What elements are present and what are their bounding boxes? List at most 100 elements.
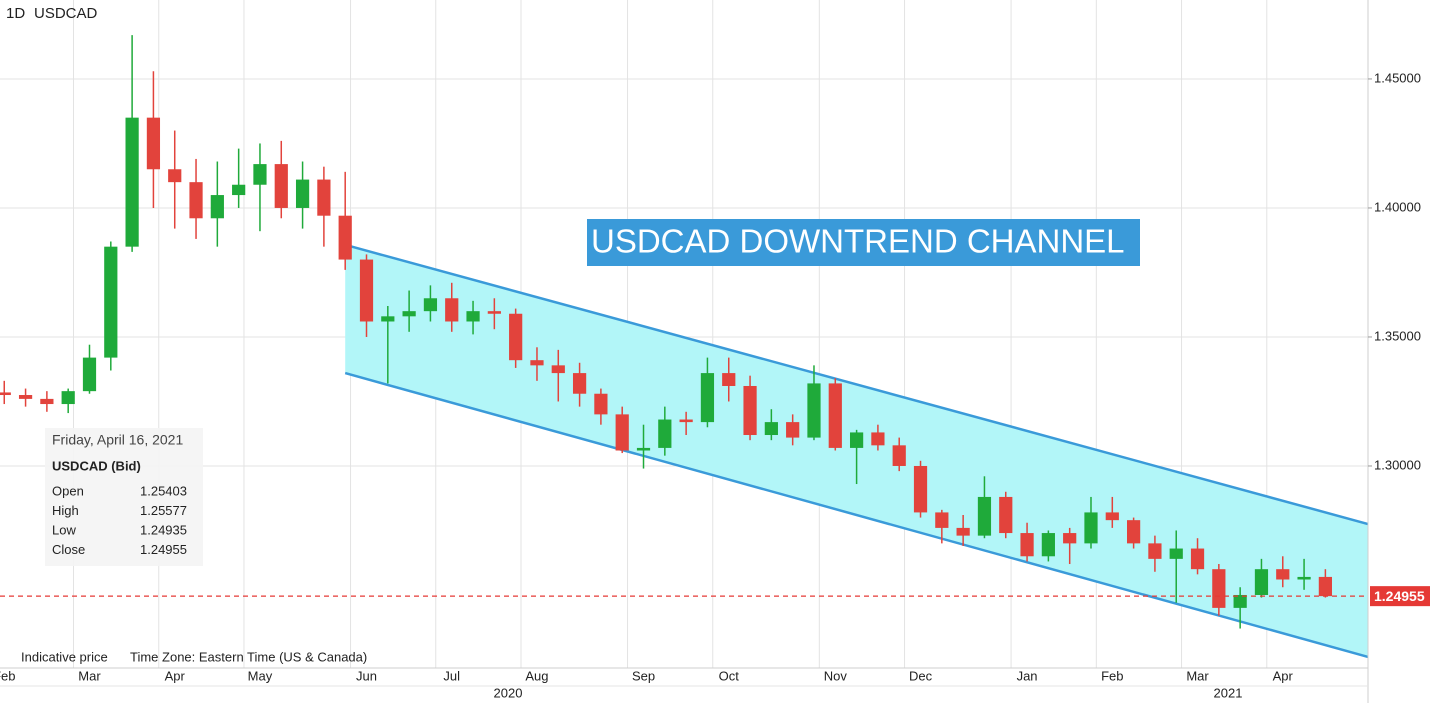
x-tick-label: Aug	[525, 668, 548, 683]
candle-body	[1041, 533, 1055, 557]
tooltip-title: USDCAD (Bid)	[52, 458, 141, 473]
candle-body	[828, 383, 842, 448]
candle-body	[786, 422, 800, 438]
x-tick-label: Apr	[1273, 668, 1294, 683]
candle-body	[253, 164, 267, 185]
x-tick-label: Apr	[165, 668, 186, 683]
candle-body	[722, 373, 736, 386]
channel-line	[344, 243, 1369, 526]
grid-layer	[0, 0, 1368, 668]
x-tick-label: Jul	[443, 668, 460, 683]
candle-body	[1084, 512, 1098, 544]
candle-body	[892, 445, 906, 466]
candle-body	[935, 512, 949, 528]
x-tick-label: Feb	[0, 668, 15, 683]
candle-body	[1297, 576, 1311, 580]
x-tick-label: Mar	[78, 668, 101, 683]
candle-body	[189, 182, 203, 219]
candle-body	[1212, 569, 1226, 608]
tooltip-label: High	[52, 503, 79, 518]
footer-note: Indicative price	[21, 649, 108, 664]
last-price-box	[1370, 586, 1430, 607]
tooltip-box	[45, 428, 203, 566]
year-label: 2020	[494, 685, 523, 700]
candle-body	[359, 259, 374, 322]
candle-body	[572, 373, 587, 394]
x-tick-label: Jan	[1017, 668, 1038, 683]
candle-body	[210, 195, 224, 219]
candle-body	[956, 527, 970, 536]
tooltip-label: Close	[52, 542, 85, 557]
candle-body	[1276, 569, 1290, 580]
candle-body	[551, 365, 565, 374]
candle-body	[807, 383, 821, 438]
last-price-label: 1.24955	[1374, 588, 1425, 604]
year-label: 2021	[1214, 685, 1243, 700]
y-tick-label: 1.35000	[1374, 328, 1421, 343]
candle-body	[679, 419, 693, 423]
candle-body	[445, 298, 459, 322]
candle-body	[82, 357, 97, 392]
candle-body	[40, 398, 54, 405]
tooltip-label: Open	[52, 483, 84, 498]
candle-body	[1020, 533, 1034, 557]
annotation: USDCAD DOWNTREND CHANNEL	[591, 223, 1125, 260]
y-tick-label: 1.30000	[1374, 457, 1421, 472]
candle-body	[402, 311, 416, 317]
candle-body	[18, 395, 33, 399]
footer-timezone: Time Zone: Eastern Time (US & Canada)	[130, 649, 367, 664]
candle-body	[913, 465, 928, 513]
tooltip-label: Low	[52, 522, 76, 537]
candle-body	[999, 496, 1013, 534]
tooltip-date: Friday, April 16, 2021	[52, 432, 183, 448]
candle-body	[466, 311, 480, 322]
candle-body	[168, 169, 182, 183]
x-tick-label: Nov	[824, 668, 848, 683]
candle-body	[1105, 512, 1119, 521]
channel-line	[344, 371, 1369, 659]
candle-body	[849, 432, 864, 448]
x-tick-label: Jun	[356, 668, 377, 683]
tooltip-value: 1.25577	[140, 503, 187, 518]
candle-body	[381, 316, 395, 322]
y-tick-label: 1.45000	[1374, 70, 1421, 85]
candle-body	[295, 179, 310, 208]
candle-body	[509, 313, 523, 361]
candle-body	[317, 179, 331, 216]
candle-body	[146, 117, 161, 170]
candle-body	[1127, 520, 1141, 544]
x-tick-label: Mar	[1186, 668, 1209, 683]
candle-body	[232, 184, 246, 196]
candle-body	[125, 117, 139, 247]
candle-layer	[0, 35, 1332, 629]
x-tick-label: Feb	[1101, 668, 1123, 683]
candle-body	[530, 360, 544, 366]
candle-body	[1190, 548, 1205, 570]
candle-body	[0, 392, 11, 396]
candle-body	[1063, 533, 1077, 544]
symbol: USDCAD	[34, 5, 98, 22]
tooltip-value: 1.24955	[140, 542, 187, 557]
candle-body	[615, 414, 629, 451]
candle-body	[594, 393, 608, 415]
x-tick-label: Dec	[909, 668, 933, 683]
candle-body	[423, 298, 438, 312]
candle-body	[636, 447, 651, 451]
candle-body	[871, 432, 885, 446]
x-tick-label: May	[248, 668, 273, 683]
candle-body	[61, 391, 75, 405]
candle-body	[1169, 548, 1183, 559]
candle-body	[487, 311, 501, 314]
candle-body	[764, 422, 778, 436]
y-tick-label: 1.40000	[1374, 199, 1421, 214]
candle-body	[658, 419, 672, 448]
candle-body	[338, 215, 352, 260]
annotation-box	[587, 219, 1140, 266]
candle-body	[700, 373, 715, 423]
candle-body	[1148, 543, 1162, 559]
x-tick-label: Sep	[632, 668, 655, 683]
candle-body	[1254, 569, 1269, 595]
x-tick-label: Oct	[719, 668, 740, 683]
tooltip-value: 1.25403	[140, 483, 187, 498]
